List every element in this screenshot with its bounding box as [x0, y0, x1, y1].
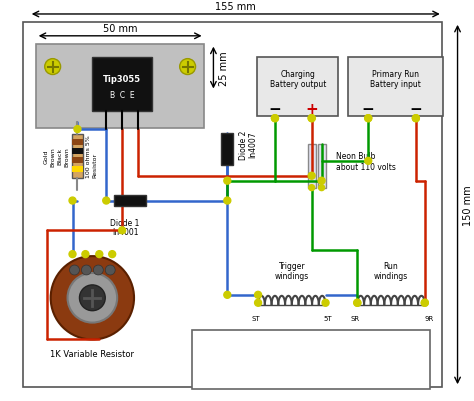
Bar	[308, 145, 316, 188]
Text: Diode 2: Diode 2	[239, 130, 248, 159]
Bar	[257, 57, 338, 117]
Text: Black: Black	[57, 148, 63, 165]
Circle shape	[69, 198, 76, 205]
Circle shape	[74, 126, 81, 133]
Bar	[36, 45, 204, 129]
Circle shape	[412, 115, 419, 122]
Circle shape	[309, 185, 315, 191]
Circle shape	[51, 257, 134, 340]
Circle shape	[308, 115, 315, 122]
Text: Gold: Gold	[44, 149, 49, 164]
Text: 150 mm: 150 mm	[464, 185, 474, 225]
Text: 155 mm: 155 mm	[215, 2, 255, 12]
Circle shape	[118, 227, 126, 234]
Circle shape	[308, 115, 315, 122]
Circle shape	[318, 178, 325, 185]
Text: Run
windings: Run windings	[374, 261, 408, 280]
Circle shape	[93, 265, 103, 275]
Circle shape	[365, 158, 372, 165]
Circle shape	[322, 300, 329, 306]
Text: Charging
Battery output: Charging Battery output	[270, 70, 326, 89]
Circle shape	[70, 265, 80, 275]
Bar	[221, 134, 233, 165]
Circle shape	[224, 292, 231, 299]
Circle shape	[365, 115, 372, 122]
Text: Diode 1: Diode 1	[110, 219, 140, 228]
Bar	[114, 195, 146, 207]
Circle shape	[272, 115, 278, 122]
Circle shape	[354, 300, 361, 306]
Circle shape	[68, 273, 117, 323]
Text: SR: SR	[351, 315, 360, 321]
Text: Trigger
windings: Trigger windings	[275, 261, 309, 280]
Circle shape	[255, 300, 262, 306]
Circle shape	[255, 292, 262, 299]
Text: Neon Bulb
about 110 volts: Neon Bulb about 110 volts	[337, 152, 396, 171]
Text: ST: ST	[252, 315, 260, 321]
Text: In4001: In4001	[112, 228, 138, 237]
Circle shape	[224, 198, 231, 205]
Circle shape	[45, 59, 61, 75]
Text: −: −	[362, 101, 374, 116]
Circle shape	[82, 265, 91, 275]
Circle shape	[180, 59, 196, 75]
Text: −: −	[269, 101, 282, 116]
Circle shape	[319, 185, 325, 191]
Circle shape	[412, 115, 419, 122]
Text: 5T: 5T	[323, 315, 332, 321]
Text: +: +	[305, 101, 318, 116]
Bar	[72, 166, 83, 172]
Text: 100 ohms 5%
Resistor: 100 ohms 5% Resistor	[86, 135, 97, 178]
Circle shape	[224, 178, 231, 185]
Text: Primary Run
Battery input: Primary Run Battery input	[370, 70, 421, 89]
Text: −: −	[410, 101, 422, 116]
Bar	[72, 135, 83, 178]
Text: 9R: 9R	[424, 315, 433, 321]
Circle shape	[354, 300, 361, 306]
Bar	[92, 57, 152, 112]
Circle shape	[109, 251, 116, 258]
Text: 25 mm: 25 mm	[219, 51, 229, 86]
Bar	[72, 140, 83, 146]
Bar	[23, 23, 442, 387]
Bar	[348, 57, 443, 117]
Circle shape	[105, 265, 115, 275]
Text: B  C  E: B C E	[110, 91, 135, 99]
Bar	[318, 145, 326, 188]
Text: Brown: Brown	[51, 147, 55, 166]
Bar	[72, 149, 83, 154]
Circle shape	[96, 251, 103, 258]
Text: 1K Variable Resistor: 1K Variable Resistor	[50, 350, 134, 358]
Circle shape	[82, 251, 89, 258]
Circle shape	[103, 198, 109, 205]
Circle shape	[365, 115, 372, 122]
Circle shape	[80, 285, 105, 311]
Circle shape	[421, 300, 428, 306]
Circle shape	[421, 300, 428, 306]
Bar	[72, 158, 83, 164]
Text: Brown: Brown	[64, 147, 70, 166]
Text: 50 mm: 50 mm	[103, 24, 137, 34]
Circle shape	[308, 173, 315, 180]
Circle shape	[69, 251, 76, 258]
Circle shape	[272, 115, 278, 122]
Bar	[191, 330, 430, 389]
Text: In4007: In4007	[249, 132, 257, 158]
Text: Tip3055: Tip3055	[103, 75, 141, 84]
